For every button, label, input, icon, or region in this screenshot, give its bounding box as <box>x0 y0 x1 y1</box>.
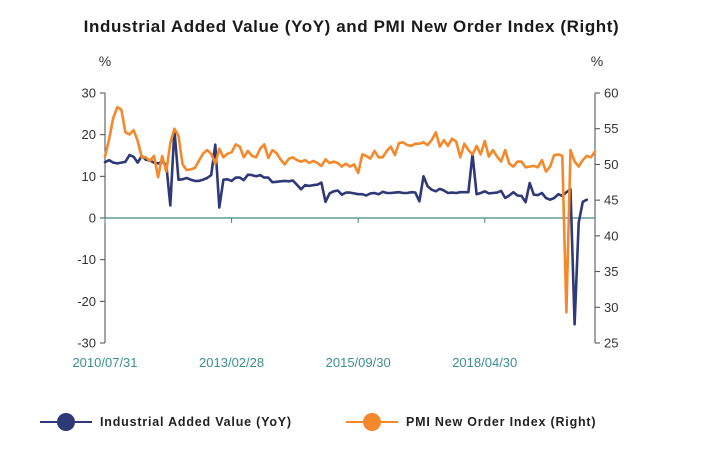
x-tick-label: 2010/07/31 <box>72 355 137 370</box>
pmi-series-line <box>103 106 597 314</box>
right-tick-label: 45 <box>604 193 618 208</box>
left-unit-label: % <box>99 53 111 69</box>
right-tick-label: 50 <box>604 157 618 172</box>
right-tick-label: 60 <box>604 86 618 101</box>
legend-swatch-pmi <box>346 410 398 434</box>
left-tick-label: 30 <box>82 86 96 101</box>
right-tick-label: 25 <box>604 336 618 351</box>
left-tick-label: 0 <box>89 211 96 226</box>
chart-title: Industrial Added Value (YoY) and PMI New… <box>83 17 620 36</box>
left-tick-label: 20 <box>82 127 96 142</box>
right-tick-label: 40 <box>604 228 618 243</box>
x-tick-label: 2018/04/30 <box>452 355 517 370</box>
right-tick-label: 55 <box>604 121 618 136</box>
series-layer <box>103 106 597 326</box>
x-tick-label: 2013/02/28 <box>199 355 264 370</box>
left-tick-label: -10 <box>77 252 96 267</box>
legend-label-industrial: Industrial Added Value (YoY) <box>100 415 292 429</box>
legend-item-industrial: Industrial Added Value (YoY) <box>40 410 292 434</box>
legend: Industrial Added Value (YoY) PMI New Ord… <box>40 410 680 434</box>
x-tick-label: 2015/09/30 <box>326 355 391 370</box>
labels-layer: 30 20 10 0 -10 -20 -30 60 55 50 45 40 35 30 25% % 2010/0… <box>72 53 618 370</box>
right-unit-label: % <box>591 53 603 69</box>
legend-item-pmi: PMI New Order Index (Right) <box>346 410 596 434</box>
dual-axis-line-chart: 30 20 10 0 -10 -20 -30 60 55 50 45 40 35 30 25% % 2010/0… <box>72 53 618 370</box>
legend-label-pmi: PMI New Order Index (Right) <box>406 415 597 429</box>
left-tick-label: -30 <box>77 336 96 351</box>
legend-swatch-industrial <box>40 410 92 434</box>
left-tick-label: -20 <box>77 294 96 309</box>
axes-layer <box>100 92 600 344</box>
right-tick-label: 35 <box>604 264 618 279</box>
industrial-series-line <box>103 128 589 326</box>
right-tick-label: 30 <box>604 300 618 315</box>
left-tick-label: 10 <box>82 169 96 184</box>
